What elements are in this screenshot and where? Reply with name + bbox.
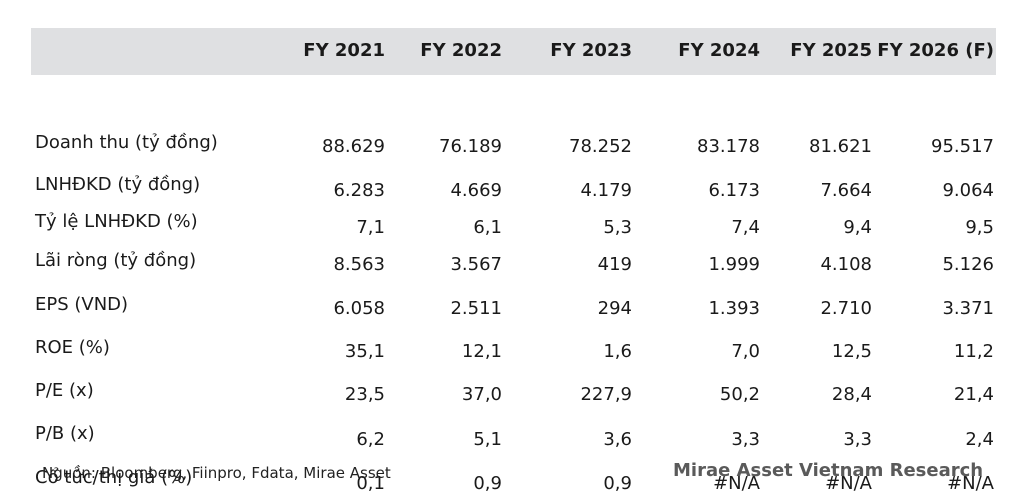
table-cell: 95.517 (931, 136, 994, 157)
table-cell: #N/A (825, 473, 872, 494)
table-cell: 6.173 (708, 180, 760, 201)
table-cell: #N/A (947, 473, 994, 494)
row-label: Lãi ròng (tỷ đồng) (35, 250, 197, 271)
table-cell: 3,6 (603, 429, 632, 450)
table-cell: 35,1 (344, 341, 385, 362)
table-cell: 9.064 (942, 180, 994, 201)
row-label: P/B (x) (35, 423, 95, 444)
financial-table: FY 2021 FY 2022 FY 2023 FY 2024 FY 2025 … (31, 28, 996, 494)
table-cell: 3.371 (942, 298, 994, 319)
header-fy2021: FY 2021 (303, 40, 385, 61)
table-cell: 4.108 (820, 254, 872, 275)
table-cell: 6,2 (356, 429, 385, 450)
header-fy2022: FY 2022 (420, 40, 502, 61)
header-fy2023: FY 2023 (550, 40, 632, 61)
table-cell: 83.178 (697, 136, 760, 157)
table-cell: 28,4 (831, 384, 872, 405)
table-cell: 37,0 (461, 384, 502, 405)
table-cell: 1,6 (603, 341, 632, 362)
table-cell: 0,9 (473, 473, 502, 494)
brand-label: Mirae Asset Vietnam Research (673, 460, 984, 481)
table-cell: 227,9 (580, 384, 632, 405)
row-label: ROE (%) (35, 337, 110, 358)
table-cell: 4.669 (450, 180, 502, 201)
header-fy2024: FY 2024 (678, 40, 760, 61)
table-cell: 2.710 (820, 298, 872, 319)
table-cell: 1.999 (708, 254, 760, 275)
source-note: Nguồn: Bloomberg, Fiinpro, Fdata, Mirae … (42, 464, 391, 482)
table-cell: 21,4 (953, 384, 994, 405)
row-label: Cổ tức/thị giá (%) (35, 467, 193, 488)
header-fy2026f: FY 2026 (F) (877, 40, 994, 61)
table-cell: 5,3 (603, 217, 632, 238)
table-cell: 3,3 (731, 429, 760, 450)
table-cell: 5,1 (473, 429, 502, 450)
table-cell: 6.283 (333, 180, 385, 201)
table-cell: 7.664 (820, 180, 872, 201)
table-cell: 5.126 (942, 254, 994, 275)
table-cell: 12,5 (831, 341, 872, 362)
table-cell: 419 (597, 254, 632, 275)
table-cell: 6,1 (473, 217, 502, 238)
table-cell: 7,4 (731, 217, 760, 238)
row-label: Doanh thu (tỷ đồng) (35, 132, 218, 153)
table-cell: 9,5 (965, 217, 994, 238)
table-cell: 3,3 (843, 429, 872, 450)
table-cell: 2,4 (965, 429, 994, 450)
table-cell: 8.563 (333, 254, 385, 275)
table-cell: 7,1 (356, 217, 385, 238)
row-label: LNHĐKD (tỷ đồng) (35, 174, 201, 195)
table-cell: 294 (597, 298, 632, 319)
row-label: Tỷ lệ LNHĐKD (%) (35, 211, 198, 232)
table-cell: 23,5 (344, 384, 385, 405)
table-cell: 88.629 (322, 136, 385, 157)
table-cell: 9,4 (843, 217, 872, 238)
table-header: FY 2021 FY 2022 FY 2023 FY 2024 FY 2025 … (31, 28, 996, 75)
table-cell: 0,9 (603, 473, 632, 494)
table-cell: 81.621 (809, 136, 872, 157)
row-label: P/E (x) (35, 380, 94, 401)
table-cell: 0,1 (356, 473, 385, 494)
table-cell: #N/A (713, 473, 760, 494)
table-cell: 7,0 (731, 341, 760, 362)
table-cell: 50,2 (719, 384, 760, 405)
table-cell: 1.393 (708, 298, 760, 319)
table-cell: 12,1 (461, 341, 502, 362)
table-cell: 6.058 (333, 298, 385, 319)
table-cell: 4.179 (580, 180, 632, 201)
row-label: EPS (VND) (35, 294, 129, 315)
header-fy2025: FY 2025 (790, 40, 872, 61)
table-cell: 3.567 (450, 254, 502, 275)
table-cell: 2.511 (450, 298, 502, 319)
table-cell: 76.189 (439, 136, 502, 157)
table-cell: 11,2 (953, 341, 994, 362)
table-cell: 78.252 (569, 136, 632, 157)
